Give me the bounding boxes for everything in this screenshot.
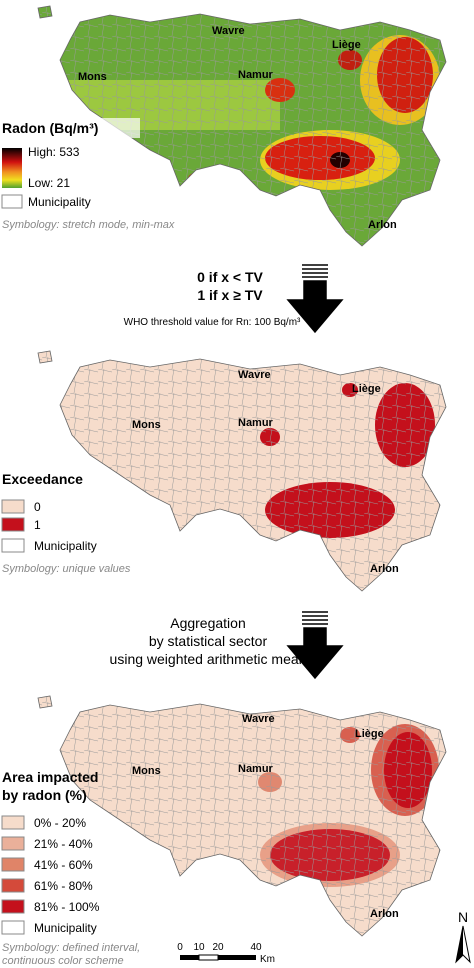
legend-label: 81% - 100%	[34, 900, 100, 914]
city: Liège	[352, 383, 381, 395]
legend-label: 0	[34, 500, 41, 514]
north-arrow: N	[455, 909, 471, 964]
legend-label: Low: 21	[28, 176, 70, 190]
legend-bg	[0, 118, 140, 138]
legend-swatch	[1, 517, 25, 532]
city: Namur	[238, 763, 274, 775]
legend-swatch	[1, 499, 25, 514]
legend-swatch	[1, 836, 25, 851]
legend-swatch	[1, 899, 25, 914]
step-text: using weighted arithmetic mean	[110, 651, 307, 667]
legend-label: 1	[34, 518, 41, 532]
legend-label: High: 533	[28, 145, 80, 159]
city: Liège	[332, 39, 361, 51]
legend: Radon (Bq/m³) High: 533 Low: 21 Municipa…	[0, 118, 175, 231]
scale-label: 0	[177, 942, 183, 953]
scale-segment	[198, 954, 219, 961]
city: Liège	[355, 728, 384, 740]
legend-label: Municipality	[34, 539, 97, 553]
city: Arlon	[370, 908, 399, 920]
legend-label: Municipality	[34, 921, 97, 935]
legend-note: Symbology: defined interval,	[2, 942, 140, 954]
city-group: Wavre Liège Mons Namur Arlon	[132, 713, 399, 920]
city: Mons	[132, 419, 161, 431]
scale-segment	[180, 955, 199, 960]
legend-note: Symbology: stretch mode, min-max	[2, 219, 175, 231]
legend-label: 0% - 20%	[34, 816, 86, 830]
scale-bar: 0 10 20 40 Km	[177, 942, 275, 965]
legend-label: 61% - 80%	[34, 879, 93, 893]
city: Arlon	[368, 219, 397, 231]
legend-label: Municipality	[28, 195, 91, 209]
scale-segment	[218, 955, 256, 960]
legend-swatch	[1, 920, 25, 935]
scale-label: 40	[250, 942, 262, 953]
legend-title: Area impacted	[2, 769, 98, 785]
city: Mons	[78, 71, 107, 83]
arrow	[286, 611, 344, 680]
city: Mons	[132, 765, 161, 777]
legend-note: continuous color scheme	[2, 955, 124, 967]
legend-swatch	[1, 857, 25, 872]
legend-swatch	[1, 538, 25, 553]
city: Namur	[238, 417, 274, 429]
scale-label: 20	[212, 942, 224, 953]
legend-label: 41% - 60%	[34, 858, 93, 872]
arrow	[286, 264, 344, 334]
legend-swatch	[1, 815, 25, 830]
step: 0 if x < TV 1 if x ≥ TV WHO threshold va…	[124, 264, 344, 334]
scale-label: 10	[193, 942, 205, 953]
city: Wavre	[238, 369, 271, 381]
city: Arlon	[370, 563, 399, 575]
step-text: 1 if x ≥ TV	[197, 287, 263, 303]
city: Wavre	[242, 713, 275, 725]
scale-unit: Km	[260, 954, 275, 965]
city: Wavre	[212, 25, 245, 37]
legend: Exceedance 0 1 Municipality Symbology: u…	[1, 471, 131, 575]
step-text: Aggregation	[170, 615, 246, 631]
north-label: N	[458, 909, 468, 925]
step-text: 0 if x < TV	[197, 269, 263, 285]
legend-title: Radon (Bq/m³)	[2, 120, 98, 136]
north-symbol	[456, 926, 463, 962]
legend: Area impacted by radon (%) 0% - 20% 21% …	[1, 769, 140, 967]
legend-swatch	[1, 878, 25, 893]
step-note: WHO threshold value for Rn: 100 Bq/m³	[124, 317, 301, 328]
legend-note: Symbology: unique values	[2, 563, 131, 575]
city-group: Wavre Liège Mons Namur Arlon	[132, 369, 399, 575]
cities: Wavre Liège Mons Namur Arlon Wavre Liège…	[78, 25, 399, 920]
city-group: Wavre Liège Mons Namur Arlon	[78, 25, 397, 231]
step: Aggregation by statistical sector using …	[110, 611, 344, 680]
legend-title: by radon (%)	[2, 787, 87, 803]
city: Namur	[238, 69, 274, 81]
step-text: by statistical sector	[149, 633, 268, 649]
color-ramp	[2, 148, 22, 188]
legend-label: 21% - 40%	[34, 837, 93, 851]
legend-swatch	[1, 194, 23, 209]
legend-title: Exceedance	[2, 471, 83, 487]
